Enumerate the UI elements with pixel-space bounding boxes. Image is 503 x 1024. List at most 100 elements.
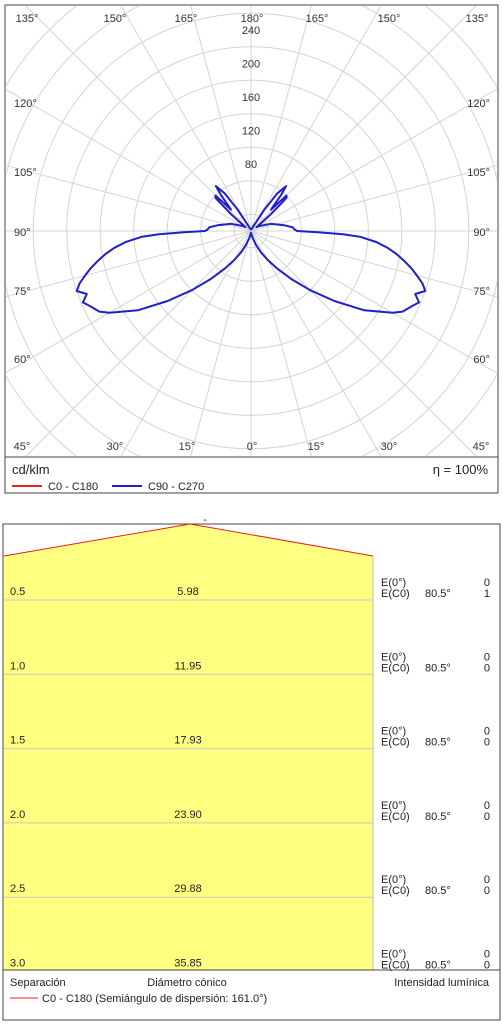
angle-label: 105° xyxy=(14,167,37,179)
radial-tick-label: 80 xyxy=(245,159,257,171)
angle-label: 180° xyxy=(241,13,264,25)
angle-label: 45° xyxy=(473,441,490,453)
row-diameter: 17.93 xyxy=(174,735,202,747)
angle-label: 15° xyxy=(308,441,325,453)
polar-grid-spoke xyxy=(250,230,497,298)
row-e0-value: 0 xyxy=(484,651,490,663)
row-angle: 80.5° xyxy=(425,662,451,674)
row-ec0-label: E(C0) xyxy=(381,662,410,674)
angle-label: 135° xyxy=(466,13,489,25)
row-separation: 1.0 xyxy=(10,660,25,672)
legend-label-c90-c270: C90 - C270 xyxy=(148,481,204,493)
row-separation: 2.0 xyxy=(10,809,25,821)
polar-grid-spoke xyxy=(250,6,477,232)
row-ec0-value: 0 xyxy=(484,960,490,972)
angle-label: 75° xyxy=(473,286,490,298)
header-separation: Separación xyxy=(10,977,66,989)
cone-diagram: - 0.5 5.98E(0°)E(C0) 80.5°011.0 11.95E(0°)E… xyxy=(2,515,501,1021)
row-e0-value: 0 xyxy=(484,577,490,589)
angle-label: 150° xyxy=(378,13,401,25)
row-e0-label: E(0°) xyxy=(381,577,406,589)
row-separation: 2.5 xyxy=(10,883,25,895)
unit-label: cd/klm xyxy=(12,462,50,477)
series-curve-c90-c270 xyxy=(75,185,427,314)
row-e0-label: E(0°) xyxy=(381,874,406,886)
row-ec0-label: E(C0) xyxy=(381,960,410,972)
polar-grid-spoke xyxy=(6,230,252,298)
row-ec0-value: 0 xyxy=(484,662,490,674)
row-diameter: 5.98 xyxy=(177,586,198,598)
radial-tick-label: 120 xyxy=(242,125,260,137)
angle-label: 90° xyxy=(473,227,490,239)
polar-plot-area xyxy=(6,6,497,456)
radial-tick-label: 200 xyxy=(242,58,260,70)
polar-grid-spoke xyxy=(190,6,252,232)
polar-grid-spoke xyxy=(250,230,382,456)
angle-labels-bottom: 45° 30° 15° 0° 15° 30° 45° xyxy=(14,441,490,453)
angle-label: 30° xyxy=(381,441,398,453)
polar-grid-spoke xyxy=(250,6,312,232)
angle-label: 165° xyxy=(175,13,198,25)
cone-outline xyxy=(3,523,374,557)
angle-label: 150° xyxy=(104,13,127,25)
radial-tick-label: 160 xyxy=(242,92,260,104)
angle-label: 105° xyxy=(467,167,490,179)
polar-grid-spoke xyxy=(250,230,312,456)
polar-grid-spoke xyxy=(6,88,252,232)
header-diameter: Diámetro cónico xyxy=(147,977,226,989)
row-ec0-value: 1 xyxy=(484,588,490,600)
polar-grid-spoke xyxy=(6,230,252,374)
radial-tick-label: 240 xyxy=(242,25,260,37)
row-angle: 80.5° xyxy=(425,811,451,823)
efficiency-label: η = 100% xyxy=(433,462,489,477)
angle-label: 45° xyxy=(14,441,31,453)
polar-grid-spoke xyxy=(250,230,477,456)
row-ec0-label: E(C0) xyxy=(381,737,410,749)
angle-labels-top: 135° 150° 165° 180° 165° 150° 135° xyxy=(16,13,489,25)
row-angle: 80.5° xyxy=(425,737,451,749)
angle-label: 0° xyxy=(247,441,258,453)
polar-grid-spoke xyxy=(250,6,382,232)
row-e0-value: 0 xyxy=(484,874,490,886)
row-e0-value: 0 xyxy=(484,949,490,961)
angle-label: 75° xyxy=(14,286,31,298)
angle-label: 120° xyxy=(14,98,37,110)
cone-legend-label: C0 - C180 (Semiángulo de dispersión: 161… xyxy=(42,993,267,1005)
cone-fill xyxy=(4,524,373,970)
row-separation: 0.5 xyxy=(10,586,25,598)
angle-label: 15° xyxy=(179,441,196,453)
row-ec0-value: 0 xyxy=(484,737,490,749)
row-diameter: 35.85 xyxy=(174,958,202,970)
polar-grid-spoke xyxy=(6,164,252,232)
row-e0-value: 0 xyxy=(484,726,490,738)
row-ec0-label: E(C0) xyxy=(381,811,410,823)
cone-rows: 0.5 5.98E(0°)E(C0) 80.5°011.0 11.95E(0°)E(C… xyxy=(4,577,490,972)
polar-grid-spoke xyxy=(190,230,252,456)
angle-label: 60° xyxy=(14,354,31,366)
row-e0-label: E(0°) xyxy=(381,726,406,738)
polar-grid-spoke xyxy=(250,164,497,232)
row-angle: 80.5° xyxy=(425,885,451,897)
radial-tick-labels: 80 120 160 200 240 xyxy=(242,25,260,171)
header-intensity: Intensidad lumínica xyxy=(394,977,490,989)
row-ec0-label: E(C0) xyxy=(381,588,410,600)
polar-grid-spoke xyxy=(120,230,252,456)
cone-top-label: - xyxy=(203,515,207,526)
row-diameter: 23.90 xyxy=(174,809,202,821)
polar-grid-spoke xyxy=(25,230,252,456)
polar-chart: 80 120 160 200 240 135° 150° 165° 180° 1… xyxy=(4,4,499,494)
row-diameter: 11.95 xyxy=(175,660,202,672)
legend-label-c0-c180: C0 - C180 xyxy=(48,481,98,493)
angle-label: 165° xyxy=(306,13,329,25)
row-angle: 80.5° xyxy=(425,588,451,600)
angle-label: 30° xyxy=(107,441,124,453)
row-e0-label: E(0°) xyxy=(381,651,406,663)
row-diameter: 29.88 xyxy=(174,883,202,895)
angle-labels-right: 120° 105° 90° 75° 60° xyxy=(467,98,490,366)
row-ec0-label: E(C0) xyxy=(381,885,410,897)
row-angle: 80.5° xyxy=(425,960,451,972)
row-e0-label: E(0°) xyxy=(381,800,406,812)
angle-label: 90° xyxy=(14,227,31,239)
row-e0-label: E(0°) xyxy=(381,949,406,961)
angle-label: 135° xyxy=(16,13,39,25)
